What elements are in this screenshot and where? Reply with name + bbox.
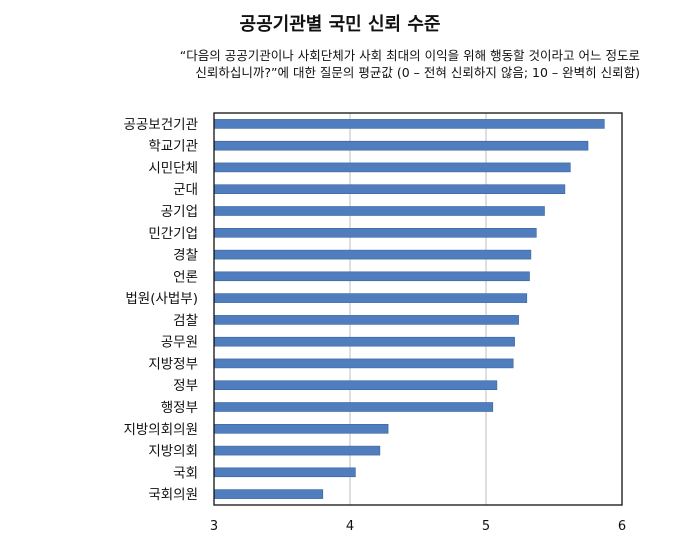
category-label-11: 지방정부 [148, 356, 198, 372]
category-label-12: 정부 [173, 378, 198, 394]
bar-4 [213, 206, 545, 216]
category-label-3: 군대 [173, 182, 198, 198]
category-label-9: 검찰 [173, 313, 198, 329]
plot-area [214, 113, 622, 505]
x-tick-label-2: 5 [482, 519, 490, 534]
bar-3 [213, 184, 566, 194]
bar-0 [213, 119, 605, 129]
bar-12 [213, 380, 498, 391]
bar-7 [213, 271, 530, 282]
bar-10 [213, 336, 515, 347]
category-label-17: 국회의원 [148, 487, 198, 503]
x-tick-label-0: 3 [210, 519, 218, 534]
bar-14 [213, 423, 389, 434]
bar-13 [213, 402, 494, 412]
category-label-10: 공무원 [161, 335, 198, 351]
category-label-14: 지방의회의원 [123, 422, 198, 438]
x-tick-label-3: 6 [618, 519, 626, 534]
subtitle-line-1: “다음의 공공기관이나 사회단체가 사회 최대의 이익을 위해 행동할 것이라고… [179, 48, 640, 63]
category-label-8: 법원(사법부) [125, 291, 198, 307]
category-label-13: 행정부 [161, 400, 198, 416]
category-label-2: 시민단체 [148, 160, 198, 176]
bar-16 [213, 467, 356, 478]
x-tick-label-1: 4 [346, 519, 354, 534]
bar-8 [213, 293, 528, 303]
bar-2 [213, 162, 571, 173]
category-label-1: 학교기관 [148, 139, 198, 155]
bar-11 [213, 358, 514, 369]
plot-frame [213, 112, 623, 506]
bar-15 [213, 445, 381, 456]
category-label-16: 국회 [173, 465, 198, 481]
category-label-15: 지방의회 [148, 444, 198, 460]
category-label-4: 공기업 [161, 204, 198, 220]
category-label-7: 언론 [173, 269, 198, 285]
chart-subtitle: “다음의 공공기관이나 사회단체가 사회 최대의 이익을 위해 행동할 것이라고… [40, 47, 640, 81]
bar-1 [213, 140, 589, 151]
subtitle-line-2: 신뢰하십니까?”에 대한 질문의 평균값 (0 – 전혀 신뢰하지 않음; 10… [195, 65, 640, 80]
bar-6 [213, 249, 532, 260]
bar-17 [213, 489, 324, 499]
category-label-6: 경찰 [173, 248, 198, 264]
bar-9 [213, 315, 519, 325]
category-label-0: 공공보건기관 [123, 117, 198, 133]
bar-5 [213, 228, 537, 238]
chart-title: 공공기관별 국민 신뢰 수준 [239, 14, 441, 35]
category-label-5: 민간기업 [148, 226, 198, 242]
